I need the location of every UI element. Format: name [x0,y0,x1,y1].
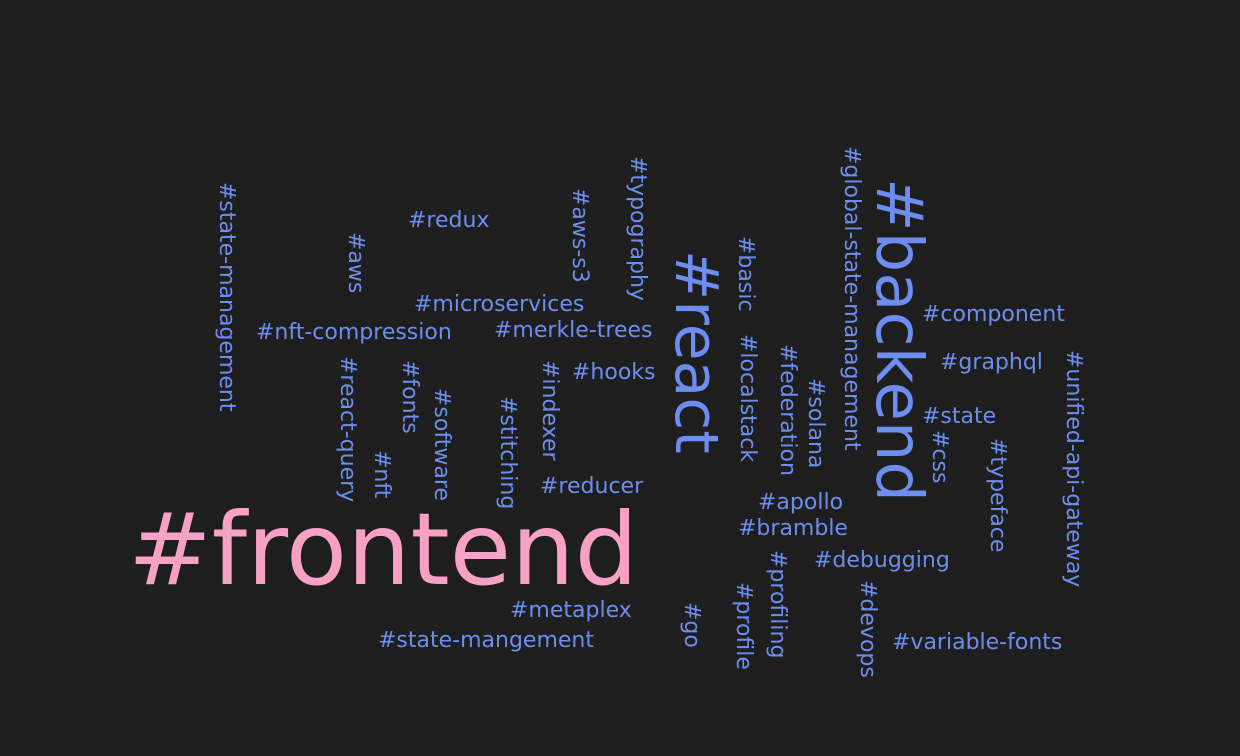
tag-solana[interactable]: #solana [803,378,828,469]
tag-aws[interactable]: #aws [343,232,368,294]
tag-stitching[interactable]: #stitching [495,396,520,510]
tag-apollo[interactable]: #apollo [758,490,844,515]
tag-unified-api-gateway[interactable]: #unified-api-gateway [1061,350,1086,588]
tag-nft[interactable]: #nft [369,450,394,499]
tag-frontend[interactable]: #frontend [128,491,639,608]
tag-state-mangement[interactable]: #state-mangement [378,628,594,653]
tag-software[interactable]: #software [429,388,454,501]
tag-nft-compression[interactable]: #nft-compression [256,320,452,345]
tag-typography[interactable]: #typography [625,156,650,301]
tag-debugging[interactable]: #debugging [814,548,950,573]
tag-devops[interactable]: #devops [855,580,880,678]
tag-localstack[interactable]: #localstack [735,334,760,463]
tag-federation[interactable]: #federation [775,344,800,476]
tag-profile[interactable]: #profile [731,582,756,670]
tag-indexer[interactable]: #indexer [537,360,562,461]
tag-microservices[interactable]: #microservices [414,292,585,317]
tag-global-state-management[interactable]: #global-state-management [839,146,864,451]
tag-graphql[interactable]: #graphql [940,350,1043,375]
tag-basic[interactable]: #basic [733,236,758,312]
tag-profiling[interactable]: #profiling [765,550,790,659]
tag-redux[interactable]: #redux [408,208,490,233]
tag-metaplex[interactable]: #metaplex [510,598,632,623]
tag-reducer[interactable]: #reducer [540,474,644,499]
tag-go[interactable]: #go [679,602,704,648]
tag-aws-s3[interactable]: #aws-s3 [567,188,592,283]
tag-state[interactable]: #state [922,404,997,429]
tag-react-query[interactable]: #react-query [335,356,360,503]
tag-component[interactable]: #component [922,302,1065,327]
tag-typeface[interactable]: #typeface [985,438,1010,553]
tag-css[interactable]: #css [927,430,952,484]
tag-backend[interactable]: #backend [861,178,935,502]
tag-fonts[interactable]: #fonts [397,360,422,434]
tag-react[interactable]: #react [661,250,731,454]
tag-bramble[interactable]: #bramble [738,516,848,541]
tag-hooks[interactable]: #hooks [572,360,656,385]
tag-merkle-trees[interactable]: #merkle-trees [494,318,653,343]
tag-variable-fonts[interactable]: #variable-fonts [892,630,1063,655]
tag-state-management[interactable]: #state-management [214,182,239,412]
